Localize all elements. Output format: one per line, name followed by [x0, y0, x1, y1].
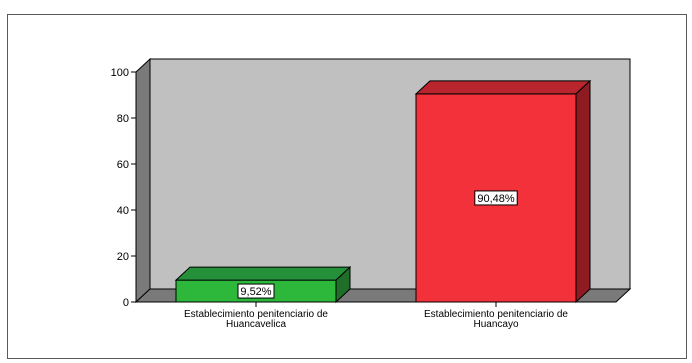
bar-top — [174, 266, 352, 281]
data-label-box — [237, 283, 275, 299]
x-tick-label-line: Establecimiento penitenciario de — [184, 309, 328, 320]
x-tick-label-line: Establecimiento penitenciario de — [424, 309, 568, 320]
bar-chart: 0 20 40 60 80 100 9,52% 90,48% Establecimiento… — [111, 57, 632, 330]
y-axis: 0 20 40 60 80 100 — [111, 67, 137, 309]
x-tick-label: Establecimiento penitenciario de Huancayo — [424, 309, 568, 330]
chart-frame: 0 20 40 60 80 100 9,52% 90,48% Establecimiento… — [7, 14, 687, 359]
x-tick-label: Establecimiento penitenciario de Huancave… — [184, 309, 328, 330]
bar-side — [335, 265, 351, 304]
side-wall — [135, 57, 151, 304]
bar: 90,48% — [414, 79, 592, 304]
x-tick-label-line: Huancavelica — [226, 319, 286, 330]
data-label-box — [474, 190, 518, 206]
y-tick-label: 40 — [117, 205, 129, 217]
x-axis-labels: Establecimiento penitenciario de Huancave… — [184, 302, 568, 330]
data-label: 9,52% — [240, 286, 271, 298]
y-tick-label: 100 — [111, 67, 129, 79]
y-tick-label: 20 — [117, 251, 129, 263]
bar-side — [575, 79, 591, 304]
x-tick-label-line: Huancayo — [473, 319, 518, 330]
data-label: 90,48% — [477, 193, 515, 205]
y-tick-label: 60 — [117, 159, 129, 171]
bar: 9,52% — [174, 265, 352, 304]
bars: 9,52% 90,48% — [174, 79, 592, 304]
bar-top — [414, 80, 592, 95]
y-tick-label: 0 — [123, 297, 129, 309]
y-tick-label: 80 — [117, 113, 129, 125]
